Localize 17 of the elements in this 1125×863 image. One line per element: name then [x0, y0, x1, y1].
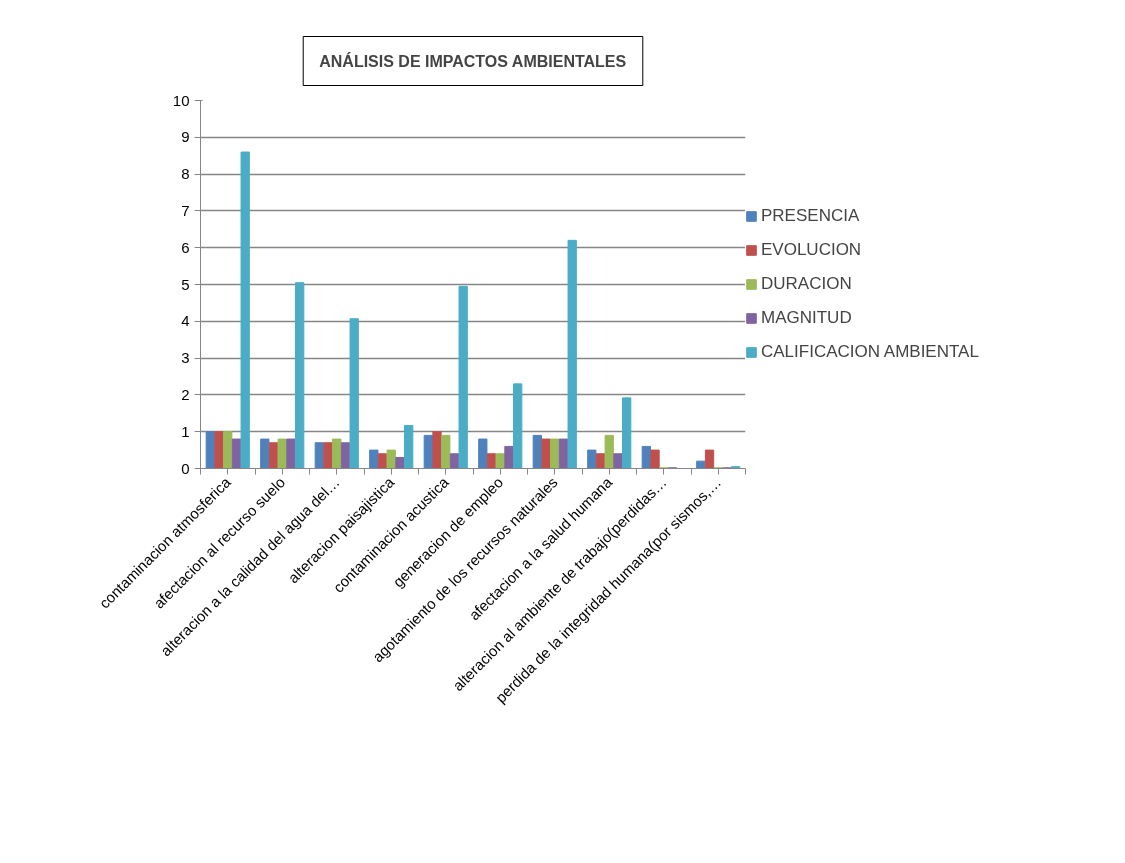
legend-label: EVOLUCION [761, 240, 862, 260]
y-tick-label: 3 [181, 349, 190, 367]
y-tick-label: 5 [181, 275, 190, 293]
legend-label: MAGNITUD [761, 308, 852, 328]
y-tick-label: 7 [181, 201, 190, 219]
y-tick-label: 6 [181, 238, 190, 256]
y-tick-label: 1 [181, 422, 190, 440]
y-tick-label: 4 [181, 312, 190, 330]
y-tick-label: 2 [181, 385, 190, 403]
legend-label: PRESENCIA [761, 206, 860, 226]
y-tick-label: 9 [181, 128, 190, 146]
legend-label: DURACION [761, 274, 852, 294]
y-tick-label: 0 [181, 459, 190, 477]
legend-label: CALIFICACION AMBIENTAL [761, 342, 979, 362]
chart-title: ANÁLISIS DE IMPACTOS AMBIENTALES [319, 51, 627, 70]
y-tick-label: 8 [181, 165, 190, 183]
y-tick-label: 10 [172, 91, 190, 109]
